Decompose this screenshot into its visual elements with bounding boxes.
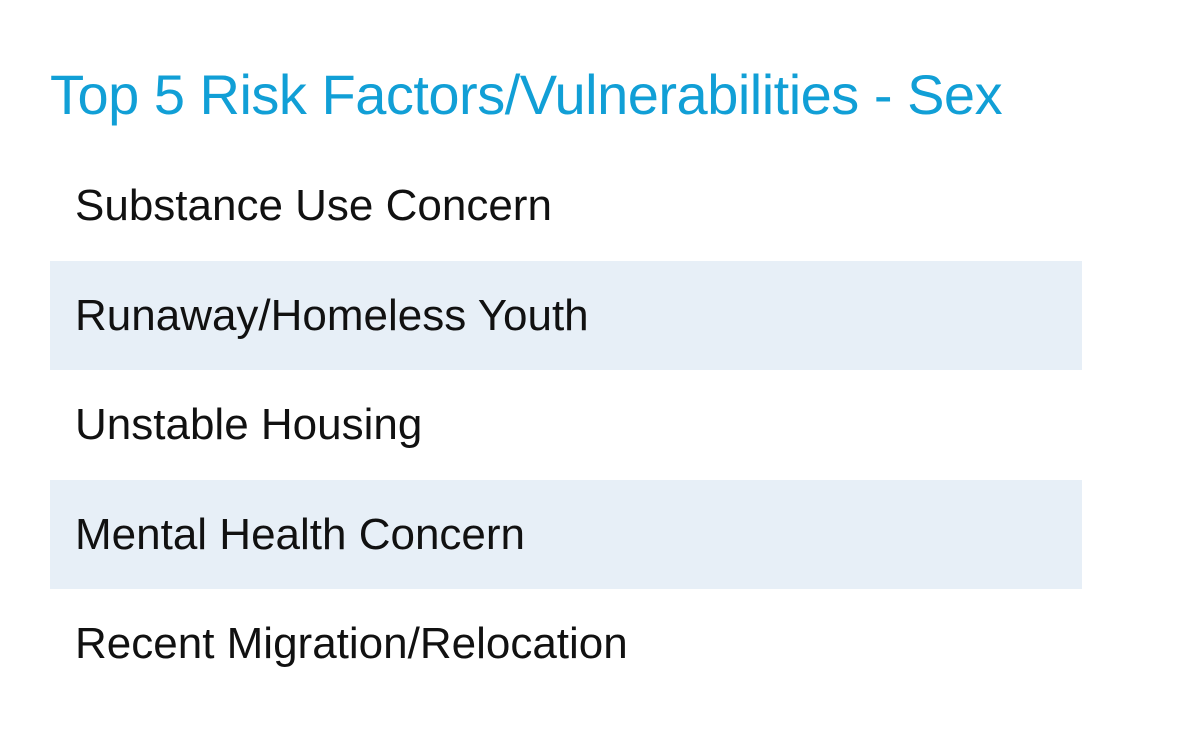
list-item: Mental Health Concern [50, 479, 1082, 589]
risk-list: Substance Use Concern Runaway/Homeless Yo… [50, 151, 1082, 699]
list-item: Unstable Housing [75, 400, 423, 449]
title: Top 5 Risk Factors/Vulnerabilities - Sex [50, 63, 1003, 126]
list-item: Runaway/Homeless Youth [50, 260, 1082, 370]
list-item: Substance Use Concern [75, 181, 552, 230]
list-item: Recent Migration/Relocation [75, 619, 628, 668]
